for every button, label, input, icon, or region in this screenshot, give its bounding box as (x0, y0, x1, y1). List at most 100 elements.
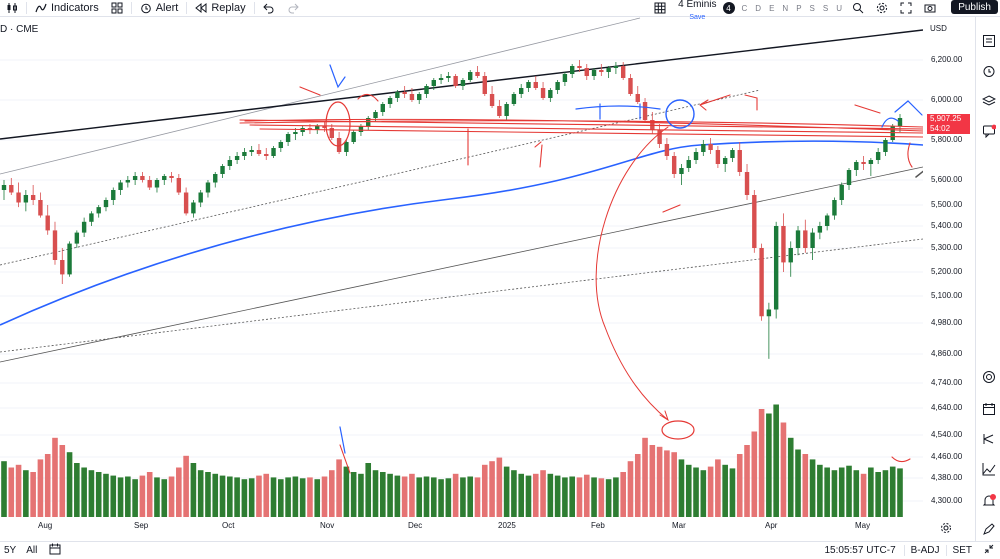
timeframe-tab[interactable]: N (782, 3, 789, 13)
candle-body (307, 128, 313, 130)
candle-body (417, 94, 422, 100)
timeframe-tab[interactable]: S (822, 3, 829, 13)
candle-body (511, 94, 517, 104)
volume-bar (59, 445, 66, 517)
divider (186, 2, 188, 14)
axis-currency[interactable]: USD (930, 24, 947, 33)
redo-icon (288, 3, 299, 14)
candle-body (548, 90, 553, 98)
candle-body (693, 152, 699, 160)
volume-bar (831, 470, 838, 517)
candle-body (387, 98, 393, 104)
volume-bar (423, 476, 430, 517)
undo-button[interactable] (257, 0, 281, 16)
price-chart[interactable] (0, 17, 923, 519)
volume-bar (889, 466, 896, 517)
target-button[interactable] (981, 369, 997, 385)
candle-body (679, 168, 684, 174)
calendar-button[interactable] (981, 401, 997, 417)
bell-icon (982, 494, 996, 506)
adjustment-button[interactable]: B-ADJ (903, 545, 946, 556)
price-tick-label: 4,300.00 (931, 496, 963, 505)
volume-bar (583, 474, 590, 517)
alerts-panel-button[interactable] (981, 63, 997, 79)
timeframe-count-badge[interactable]: 4 (722, 2, 735, 14)
pen-button[interactable] (981, 521, 997, 537)
watchlist-button[interactable] (981, 33, 997, 49)
red-circle-annotation-volume (661, 420, 695, 440)
volume-bar (409, 473, 415, 517)
notifications-button[interactable] (981, 493, 997, 509)
timeframe-tab[interactable]: E (769, 3, 775, 13)
candle-body (635, 94, 640, 102)
price-tick-label: 5,300.00 (931, 243, 963, 252)
fullscreen-button[interactable] (894, 0, 918, 16)
chart-type-button[interactable] (0, 0, 24, 16)
expand-button[interactable] (978, 544, 1000, 557)
date-range-button[interactable] (43, 543, 67, 558)
candle-body (526, 82, 531, 88)
range-5y-button[interactable]: 5Y (4, 545, 17, 556)
price-axis[interactable]: 6,200.00 6,000.00 5,800.00 5,600.00 5,500.00… (923, 17, 973, 517)
volume-bar (372, 470, 379, 517)
volume-bar (416, 477, 423, 517)
timeframe-tab[interactable]: D (755, 3, 762, 13)
candle-body (351, 132, 356, 142)
trend-button[interactable] (981, 461, 997, 477)
candle-body (613, 66, 619, 68)
volume-bar (736, 454, 743, 517)
volume-bar (503, 466, 510, 517)
gear-icon (876, 2, 888, 14)
layers-button[interactable] (981, 93, 997, 109)
workspace-menu[interactable]: 4 Eminis Save (672, 0, 722, 21)
volume-bar (562, 477, 568, 517)
chat-button[interactable] (981, 123, 997, 139)
candle-body (147, 180, 152, 188)
volume-bar (365, 463, 372, 517)
candle-body (256, 150, 262, 154)
volume-bar (234, 477, 240, 517)
candle-body (373, 112, 378, 118)
candle-body (824, 215, 830, 226)
indicator-templates-button[interactable] (105, 0, 129, 16)
red-arrows-misc (299, 86, 913, 474)
volume-bar (212, 473, 219, 517)
settings-button[interactable] (870, 0, 894, 16)
symbol-label[interactable]: D · CME (0, 24, 39, 35)
publish-button[interactable]: Publish (951, 0, 998, 14)
candle-body (489, 94, 495, 106)
volume-bar (15, 464, 22, 517)
time-axis[interactable]: Aug Sep Oct Nov Dec 2025 Feb Mar Apr May (0, 519, 923, 535)
snapshot-button[interactable] (918, 0, 942, 16)
price-tick-label: 5,600.00 (931, 175, 963, 184)
axis-settings-button[interactable] (940, 521, 952, 533)
redo-button[interactable] (281, 0, 305, 16)
candle-body (118, 182, 123, 190)
layout-button[interactable] (648, 0, 672, 16)
volume-bar (481, 464, 488, 517)
alert-button[interactable]: Alert (134, 0, 185, 16)
volume-bar (700, 470, 707, 517)
volume-bar (37, 459, 44, 517)
volume-bar (707, 466, 714, 517)
timeframe-tab[interactable]: U (836, 3, 842, 13)
divider (130, 2, 132, 14)
last-price: 5,907.25 (930, 114, 962, 123)
range-all-button[interactable]: All (26, 545, 38, 556)
timeframe-tab[interactable]: S (809, 3, 815, 13)
timeframe-tab[interactable]: P (796, 3, 802, 13)
timeframe-tab[interactable]: C (741, 3, 748, 13)
settlement-button[interactable]: SET (945, 545, 978, 556)
indicators-button[interactable]: Indicators (29, 0, 105, 16)
candle-body (234, 156, 240, 160)
candle-body (271, 148, 276, 156)
volume-bar (853, 470, 860, 517)
volume-bar (190, 463, 197, 517)
divider (26, 2, 27, 14)
search-button[interactable] (846, 0, 870, 16)
volume-bar (627, 461, 634, 517)
volume-bar (766, 413, 772, 517)
strategy-button[interactable] (981, 431, 997, 447)
replay-button[interactable]: Replay (189, 0, 251, 16)
clock-display[interactable]: 15:05:57 UTC-7 (824, 545, 896, 556)
